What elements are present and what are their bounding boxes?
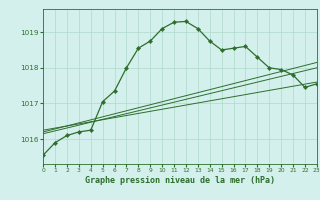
X-axis label: Graphe pression niveau de la mer (hPa): Graphe pression niveau de la mer (hPa)	[85, 176, 275, 185]
